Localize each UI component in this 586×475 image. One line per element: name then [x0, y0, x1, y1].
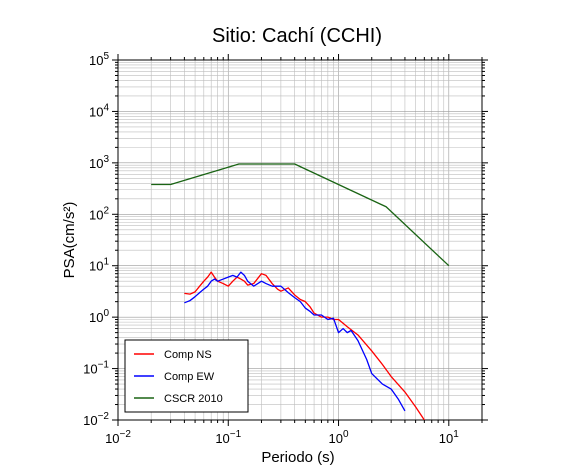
y-tick-label: 102: [89, 205, 109, 222]
legend: Comp NS Comp EW CSCR 2010: [124, 339, 249, 413]
legend-label: CSCR 2010: [164, 393, 223, 405]
series-line-comp-ew: [184, 271, 406, 412]
chart-title: Sitio: Cachí (CCHI): [212, 25, 382, 47]
y-tick-label: 104: [89, 102, 109, 119]
x-tick-label: 10−1: [215, 429, 241, 446]
x-tick-labels: 10−2 10−1 100 101: [105, 429, 459, 446]
y-tick-label: 10−1: [83, 360, 109, 377]
x-axis-title: Periodo (s): [261, 449, 334, 466]
plot-frame: [117, 59, 483, 421]
y-tick-label: 101: [89, 257, 109, 274]
axis-ticks: [112, 54, 488, 426]
y-axis-title: PSA(cm/s²): [61, 202, 78, 279]
y-tick-labels: 10−2 10−1 100 101 102 103 104 105: [83, 51, 109, 428]
series-line-cscr-2010: [151, 163, 450, 267]
x-tick-label: 101: [439, 429, 459, 446]
grid: [117, 59, 483, 421]
series-lines: [151, 163, 450, 420]
y-tick-label: 103: [89, 154, 109, 171]
legend-label: Comp EW: [164, 371, 215, 383]
x-tick-label: 100: [329, 429, 349, 446]
y-tick-label: 10−2: [83, 411, 109, 428]
y-tick-label: 100: [89, 308, 109, 325]
x-tick-label: 10−2: [105, 429, 131, 446]
legend-label: Comp NS: [164, 349, 212, 361]
y-tick-label: 105: [89, 51, 109, 68]
